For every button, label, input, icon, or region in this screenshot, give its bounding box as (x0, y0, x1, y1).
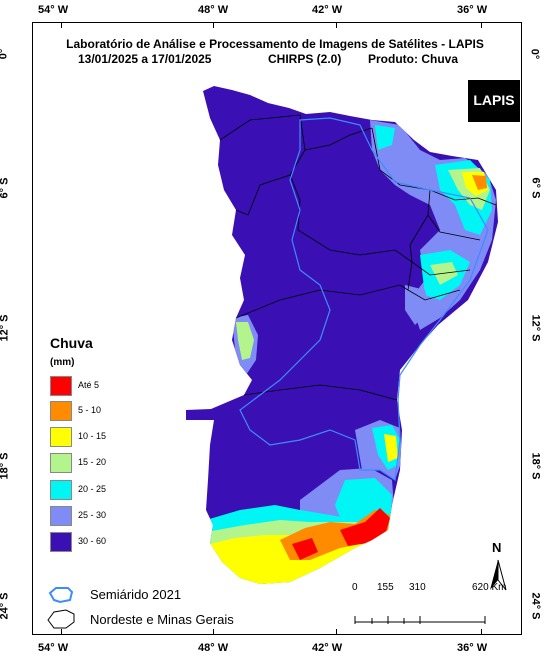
top-lon-label: 54° W (38, 4, 69, 16)
top-lon-label: 42° W (312, 4, 343, 16)
region-base (186, 86, 498, 584)
scale-label: 310 (409, 582, 426, 593)
scale-label: 155 (377, 582, 394, 593)
semiarido-legend-symbol (48, 587, 74, 604)
rain-zone-20-25 (375, 125, 395, 150)
rain-zone-ate-5 (340, 508, 390, 546)
semiarido-legend-label: Semiárido 2021 (90, 587, 182, 602)
legend-item: 10 - 15 (50, 427, 170, 449)
bottom-lon-label: 42° W (312, 642, 343, 654)
rain-zone-10-15 (384, 434, 398, 462)
frame-tick (336, 22, 337, 28)
legend-label: 5 - 10 (78, 405, 102, 415)
legend-item: 15 - 20 (50, 453, 170, 475)
scale-bar (354, 616, 486, 624)
frame-tick (213, 629, 214, 635)
legend-item: 5 - 10 (50, 401, 170, 423)
legend-swatch (50, 427, 72, 447)
frame-tick (481, 22, 482, 28)
legend-swatch (50, 376, 72, 396)
rain-zone-25-30 (405, 285, 430, 325)
legend-item: Até 5 (50, 376, 170, 398)
legend-label: Até 5 (78, 380, 100, 390)
scale-label: 620 Km (472, 582, 507, 593)
legend-label: 15 - 20 (78, 457, 107, 467)
dataset-label: CHIRPS (2.0) (268, 52, 342, 66)
bottom-lon-label: 36° W (457, 642, 488, 654)
legend-swatch (50, 453, 72, 473)
north-arrow-icon (490, 559, 507, 591)
date-range: 13/01/2025 a 17/01/2025 (78, 52, 212, 66)
legend-swatch (50, 401, 72, 421)
bottom-lon-label: 48° W (198, 642, 229, 654)
map-title: Laboratório de Análise e Processamento d… (66, 37, 484, 51)
legend-swatch (50, 532, 72, 552)
lapis-logo: LAPIS (468, 80, 520, 122)
nordeste-legend-label: Nordeste e Minas Gerais (90, 612, 234, 627)
frame-tick (336, 629, 337, 635)
frame-tick (61, 22, 62, 28)
legend-swatch (50, 480, 72, 500)
semiarido-outline (239, 117, 489, 482)
product-label: Produto: Chuva (368, 52, 458, 66)
legend-label: 25 - 30 (78, 510, 107, 520)
legend-label: 10 - 15 (78, 431, 107, 441)
state-borders (219, 114, 497, 401)
rain-zone-ate-5 (292, 538, 318, 560)
top-lon-label: 48° W (198, 4, 229, 16)
frame-tick (213, 22, 214, 28)
legend-item: 25 - 30 (50, 506, 170, 528)
legend-swatch (50, 506, 72, 526)
legend-item: 20 - 25 (50, 480, 170, 502)
legend-label: 30 - 60 (78, 536, 107, 546)
frame-tick (481, 629, 482, 635)
legend-item: 30 - 60 (50, 532, 170, 554)
top-lon-label: 36° W (457, 4, 488, 16)
scale-label: 0 (352, 582, 358, 593)
legend-title: Chuva (50, 335, 93, 351)
legend-unit: (mm) (50, 357, 75, 368)
bottom-lon-label: 54° W (38, 642, 69, 654)
rain-zone-5-10 (472, 175, 487, 190)
rain-zone-15-20 (236, 322, 254, 360)
nordeste-legend-symbol (47, 609, 75, 629)
legend-label: 20 - 25 (78, 484, 107, 494)
north-label: N (492, 540, 502, 555)
frame-tick (61, 629, 62, 635)
